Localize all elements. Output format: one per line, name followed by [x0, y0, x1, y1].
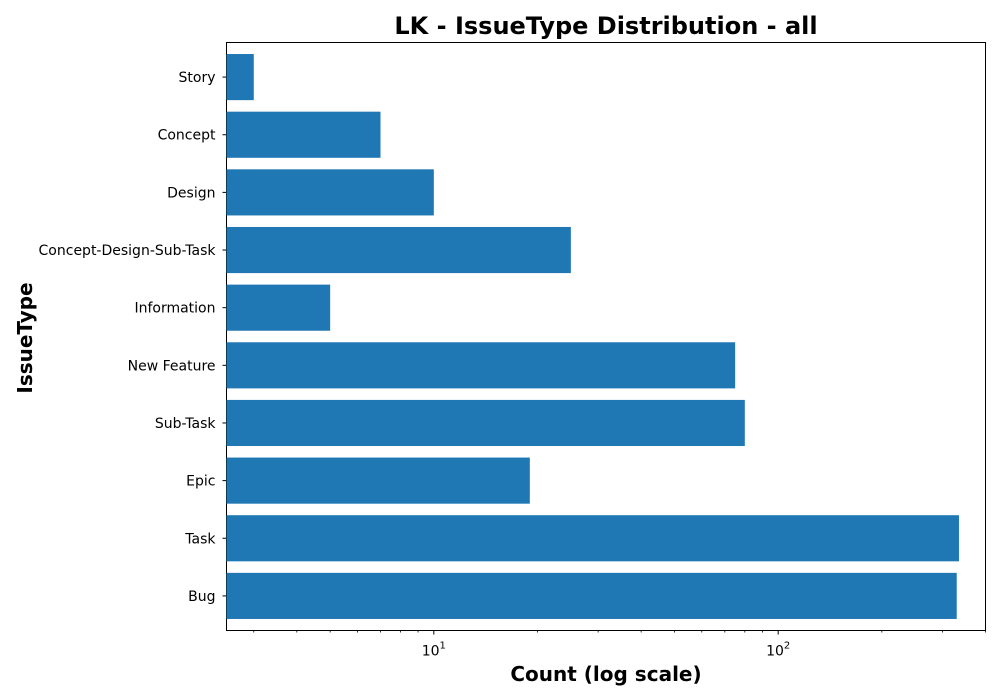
chart-title: LK - IssueType Distribution - all	[394, 12, 817, 40]
y-tick-label-information: Information	[134, 301, 215, 317]
x-tick-label: 102	[766, 641, 790, 660]
y-tick-label-sub-task: Sub-Task	[155, 416, 217, 432]
plot-area-frame	[226, 42, 986, 631]
x-tick-label: 101	[422, 641, 446, 660]
bar-concept-design-sub-task	[226, 226, 571, 274]
y-tick-label-design: Design	[167, 185, 215, 201]
y-tick-label-task: Task	[184, 531, 216, 547]
bar-concept	[226, 111, 381, 158]
y-axis-label: IssueType	[13, 282, 37, 393]
y-axis-ticks: Bug Task Epic Sub-Task New Feature Informatio…	[39, 70, 227, 605]
x-axis-ticks: 101 102	[253, 630, 986, 660]
y-tick-label-bug: Bug	[188, 589, 215, 605]
bar-new-feature	[226, 342, 736, 389]
bar-sub-task	[226, 399, 745, 447]
bar-design	[226, 169, 434, 216]
bars	[226, 54, 959, 619]
y-tick-label-concept-design-sub-task: Concept-Design-Sub-Task	[39, 243, 217, 259]
bar-epic	[226, 457, 530, 504]
bar-bug	[226, 572, 957, 619]
y-tick-label-epic: Epic	[186, 474, 215, 490]
bar-story	[226, 54, 254, 101]
bar-task	[226, 515, 959, 562]
y-tick-label-new-feature: New Feature	[128, 358, 216, 374]
bar-information	[226, 284, 331, 331]
y-tick-label-story: Story	[179, 70, 216, 86]
y-tick-label-concept: Concept	[158, 128, 216, 144]
x-axis-label: Count (log scale)	[510, 662, 701, 686]
